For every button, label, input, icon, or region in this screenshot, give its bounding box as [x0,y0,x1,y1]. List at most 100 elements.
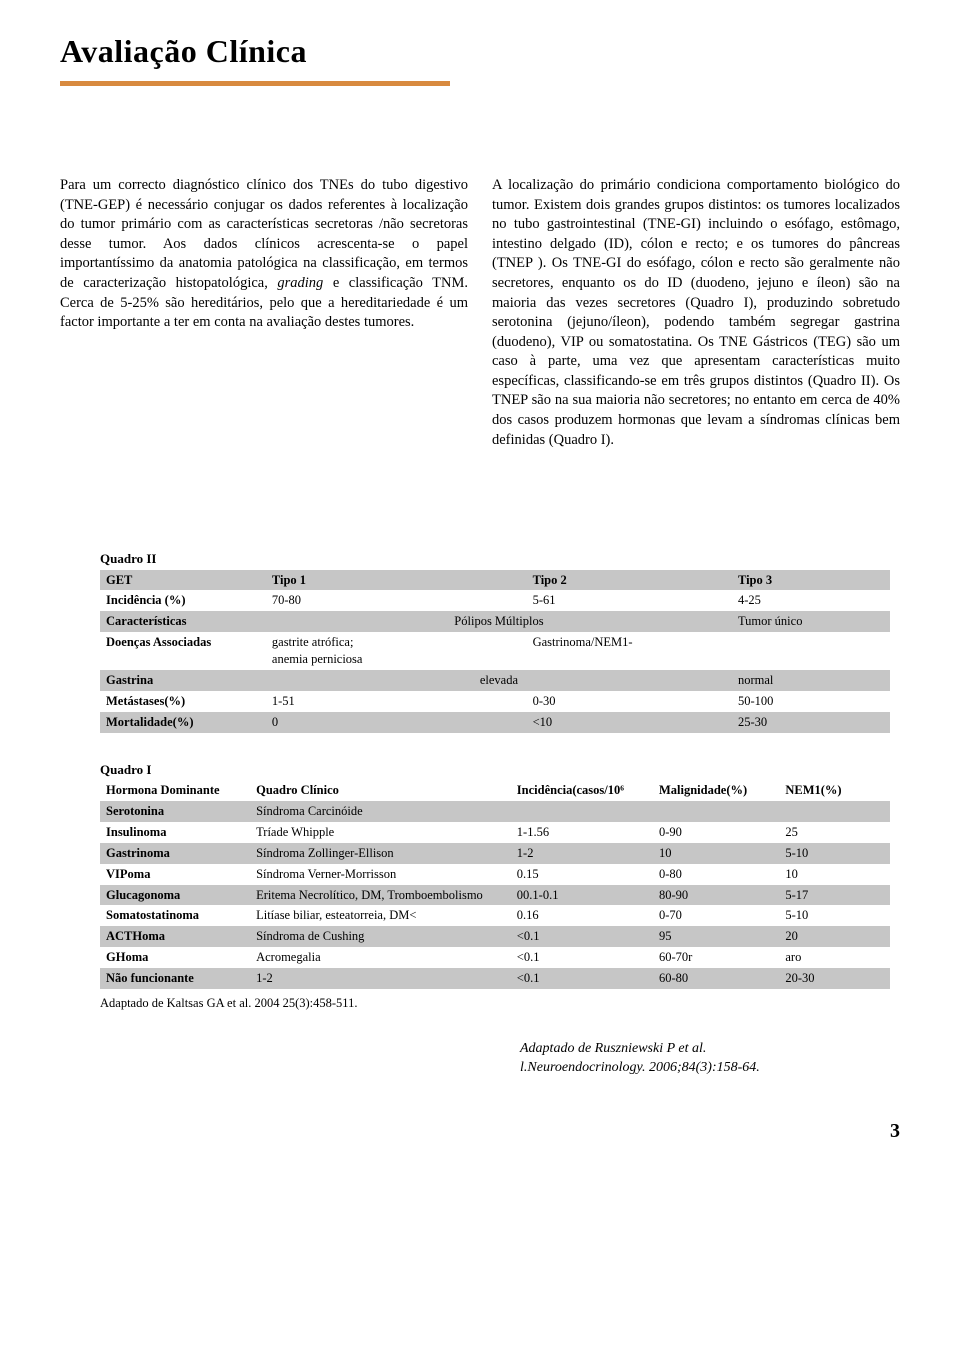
column-right: A localização do primário condiciona com… [492,176,900,450]
table-row: ACTHomaSíndroma de Cushing<0.19520 [100,926,890,947]
table-header-row: GET Tipo 1 Tipo 2 Tipo 3 [100,570,890,591]
table-cell: <0.1 [511,947,653,968]
table-cell: 60-80 [653,968,779,989]
table-row: GastrinomaSíndroma Zollinger-Ellison1-21… [100,843,890,864]
table-header-cell: Malignidade(%) [653,780,779,801]
quadro2-caption: Quadro II [100,550,890,568]
table-cell: 50-100 [732,691,890,712]
page-title: Avaliação Clínica [60,30,900,73]
table-cell: 0-30 [527,691,732,712]
table-cell: <0.1 [511,926,653,947]
table-cell: Tumor único [732,611,890,632]
table-header-cell: GET [100,570,266,591]
table-cell: 20 [779,926,890,947]
table-row: CaracterísticasPólipos MúltiplosTumor ún… [100,611,890,632]
body-columns: Para um correcto diagnóstico clínico dos… [60,176,900,450]
table-row: GlucagonomaEritema Necrolítico, DM, Trom… [100,885,890,906]
table-cell [779,801,890,822]
table-cell: 10 [653,843,779,864]
table-cell: Doenças Associadas [100,632,266,670]
table-cell: aro [779,947,890,968]
quadro1-footnote: Adaptado de Kaltsas GA et al. 2004 25(3)… [100,995,890,1012]
table-cell: Tríade Whipple [250,822,511,843]
table-cell: Litíase biliar, esteatorreia, DM< [250,905,511,926]
table-cell [653,801,779,822]
table-cell: 20-30 [779,968,890,989]
table-cell: 1-2 [511,843,653,864]
column-left: Para um correcto diagnóstico clínico dos… [60,176,468,450]
table-header-cell: NEM1(%) [779,780,890,801]
table-cell: normal [732,670,890,691]
table-cell: 10 [779,864,890,885]
title-rule [60,81,450,86]
table-row: Incidência (%)70-805-614-25 [100,590,890,611]
table-row: VIPomaSíndroma Verner-Morrisson0.150-801… [100,864,890,885]
table-cell: <0.1 [511,968,653,989]
table-header-cell: Tipo 3 [732,570,890,591]
citation: Adaptado de Ruszniewski P et al.l.Neuroe… [520,1040,890,1078]
table-row: Gastrinaelevadanormal [100,670,890,691]
table-cell [511,801,653,822]
table-row: Mortalidade(%)0<1025-30 [100,712,890,733]
table-cell: 0 [266,712,527,733]
table-cell: Pólipos Múltiplos [266,611,732,632]
quadro2-table: GET Tipo 1 Tipo 2 Tipo 3 Incidência (%)7… [100,570,890,733]
table-cell: Glucagonoma [100,885,250,906]
table-cell: 5-10 [779,843,890,864]
table-cell: 60-70r [653,947,779,968]
table-header-row: Hormona Dominante Quadro Clínico Incidên… [100,780,890,801]
table-cell: 70-80 [266,590,527,611]
table-cell: gastrite atrófica;anemia perniciosa [266,632,527,670]
table-cell: Serotonina [100,801,250,822]
table-cell: VIPoma [100,864,250,885]
table-cell: 0-90 [653,822,779,843]
table-row: SomatostatinomaLitíase biliar, esteatorr… [100,905,890,926]
table-cell: Somatostatinoma [100,905,250,926]
table-cell: Características [100,611,266,632]
table-cell: 25 [779,822,890,843]
table-header-cell: Quadro Clínico [250,780,511,801]
table-cell: 5-17 [779,885,890,906]
table-cell: <10 [527,712,732,733]
table-cell: Síndroma Carcinóide [250,801,511,822]
table-cell: 0.16 [511,905,653,926]
table-row: InsulinomaTríade Whipple1-1.560-9025 [100,822,890,843]
table-cell: 0-70 [653,905,779,926]
table-cell: Incidência (%) [100,590,266,611]
table-cell: 25-30 [732,712,890,733]
table-cell: Gastrinoma/NEM1- [527,632,732,670]
table-cell: Eritema Necrolítico, DM, Tromboembolismo [250,885,511,906]
table-cell: 5-61 [527,590,732,611]
page-number: 3 [60,1118,900,1145]
tables-block: Quadro II GET Tipo 1 Tipo 2 Tipo 3 Incid… [100,550,890,1078]
table-row: Não funcionante1-2<0.160-8020-30 [100,968,890,989]
table-header-cell: Hormona Dominante [100,780,250,801]
table-row: Doenças Associadasgastrite atrófica;anem… [100,632,890,670]
table-cell: 1-2 [250,968,511,989]
table-row: GHomaAcromegalia<0.160-70raro [100,947,890,968]
table-cell: elevada [266,670,732,691]
table-cell: 1-51 [266,691,527,712]
table-header-cell: Tipo 2 [527,570,732,591]
table-cell: Gastrinoma [100,843,250,864]
table-cell: 1-1.56 [511,822,653,843]
table-cell: ACTHoma [100,926,250,947]
table-cell: 5-10 [779,905,890,926]
table-cell: Mortalidade(%) [100,712,266,733]
table-cell: 0.15 [511,864,653,885]
table-cell: 95 [653,926,779,947]
table-cell: Gastrina [100,670,266,691]
table-cell: Síndroma Verner-Morrisson [250,864,511,885]
table-cell: 4-25 [732,590,890,611]
quadro1-caption: Quadro I [100,761,890,779]
table-cell: Metástases(%) [100,691,266,712]
quadro1-table: Hormona Dominante Quadro Clínico Incidên… [100,780,890,989]
table-header-cell: Tipo 1 [266,570,527,591]
table-header-cell: Incidência(casos/10⁶ [511,780,653,801]
table-cell: Não funcionante [100,968,250,989]
table-cell: GHoma [100,947,250,968]
table-cell: Síndroma de Cushing [250,926,511,947]
table-cell [732,632,890,670]
table-cell: 80-90 [653,885,779,906]
table-cell: Síndroma Zollinger-Ellison [250,843,511,864]
